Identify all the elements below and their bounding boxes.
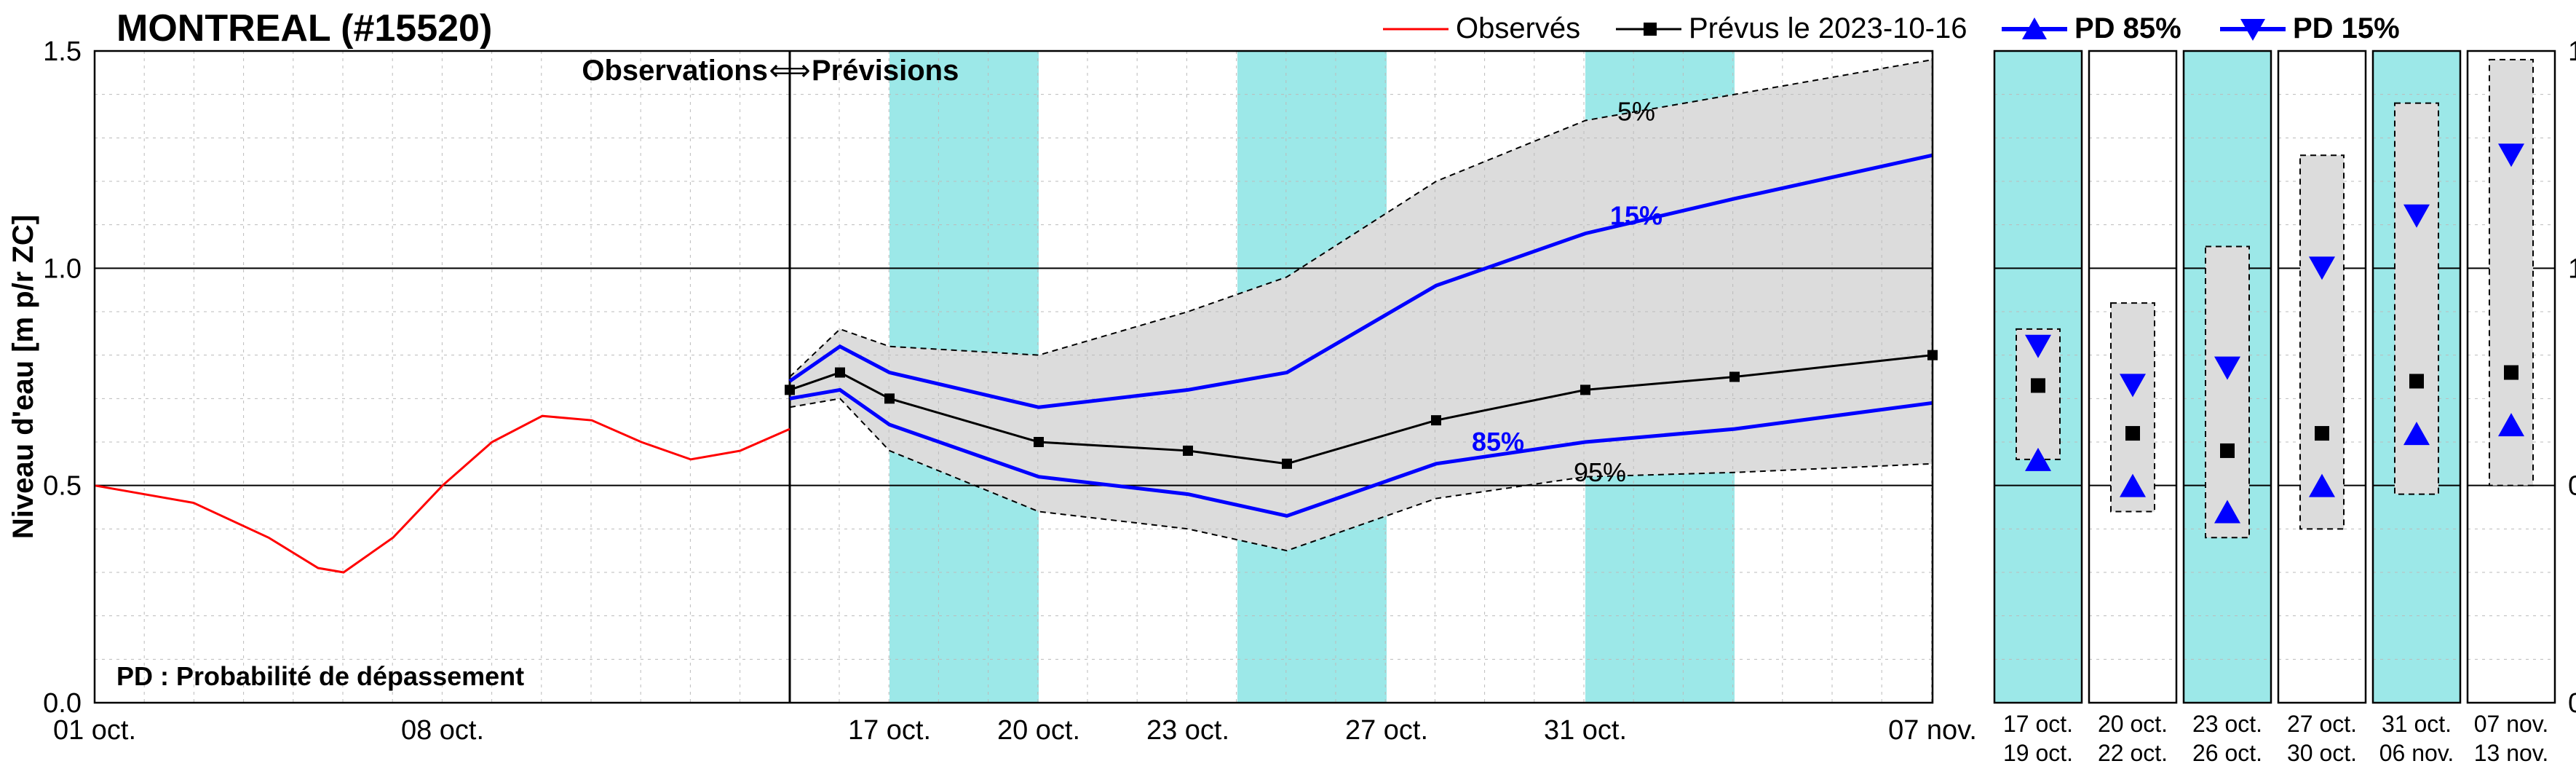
svg-text:0.5: 0.5 xyxy=(43,471,82,502)
svg-text:17 oct.: 17 oct. xyxy=(848,715,931,746)
svg-text:23 oct.: 23 oct. xyxy=(1146,715,1229,746)
svg-text:01 oct.: 01 oct. xyxy=(53,715,136,746)
svg-text:30 oct.: 30 oct. xyxy=(2287,740,2357,766)
svg-text:23 oct.: 23 oct. xyxy=(2192,711,2262,737)
svg-text:31 oct.: 31 oct. xyxy=(2382,711,2452,737)
svg-text:08 oct.: 08 oct. xyxy=(401,715,484,746)
svg-text:20 oct.: 20 oct. xyxy=(997,715,1080,746)
svg-text:MONTREAL (#15520): MONTREAL (#15520) xyxy=(116,7,492,50)
svg-text:19 oct.: 19 oct. xyxy=(2003,740,2073,766)
svg-text:0.0: 0.0 xyxy=(43,688,82,719)
svg-text:1.5: 1.5 xyxy=(2568,36,2576,67)
chart-container: 0.0 0.5 1.0 1.5 Niveau d'eau [m p/r ZC] 01 oc… xyxy=(0,0,2576,777)
svg-text:20 oct.: 20 oct. xyxy=(2098,711,2168,737)
svg-text:PD 85%: PD 85% xyxy=(2074,12,2181,44)
svg-text:Prévus le 2023-10-16: Prévus le 2023-10-16 xyxy=(1689,12,1967,44)
svg-text:85%: 85% xyxy=(1472,427,1524,457)
svg-text:07 nov.: 07 nov. xyxy=(1888,715,1977,746)
svg-text:Observations: Observations xyxy=(582,55,768,87)
svg-text:Observés: Observés xyxy=(1456,12,1580,44)
svg-text:5%: 5% xyxy=(1617,97,1655,127)
svg-text:17 oct.: 17 oct. xyxy=(2003,711,2073,737)
svg-text:Niveau d'eau [m p/r ZC]: Niveau d'eau [m p/r ZC] xyxy=(7,215,39,539)
svg-text:26 oct.: 26 oct. xyxy=(2192,740,2262,766)
svg-text:95%: 95% xyxy=(1574,457,1626,487)
svg-text:0.0: 0.0 xyxy=(2568,688,2576,719)
svg-text:06 nov.: 06 nov. xyxy=(2379,740,2454,766)
svg-text:22 oct.: 22 oct. xyxy=(2098,740,2168,766)
svg-text:1.0: 1.0 xyxy=(43,253,82,284)
svg-text:27 oct.: 27 oct. xyxy=(2287,711,2357,737)
svg-text:1.5: 1.5 xyxy=(43,36,82,67)
svg-text:13 nov.: 13 nov. xyxy=(2474,740,2549,766)
svg-text:⟺: ⟺ xyxy=(769,55,810,87)
svg-text:1.0: 1.0 xyxy=(2568,253,2576,284)
svg-text:27 oct.: 27 oct. xyxy=(1345,715,1428,746)
svg-text:07 nov.: 07 nov. xyxy=(2474,711,2549,737)
svg-text:31 oct.: 31 oct. xyxy=(1544,715,1627,746)
chart-svg: 0.0 0.5 1.0 1.5 Niveau d'eau [m p/r ZC] 01 oc… xyxy=(0,0,2576,777)
svg-text:PD 15%: PD 15% xyxy=(2293,12,2400,44)
svg-text:PD : Probabilité de dépassemen: PD : Probabilité de dépassement xyxy=(116,661,524,691)
svg-text:15%: 15% xyxy=(1610,201,1662,231)
svg-text:Prévisions: Prévisions xyxy=(812,55,959,87)
svg-text:0.5: 0.5 xyxy=(2568,471,2576,502)
